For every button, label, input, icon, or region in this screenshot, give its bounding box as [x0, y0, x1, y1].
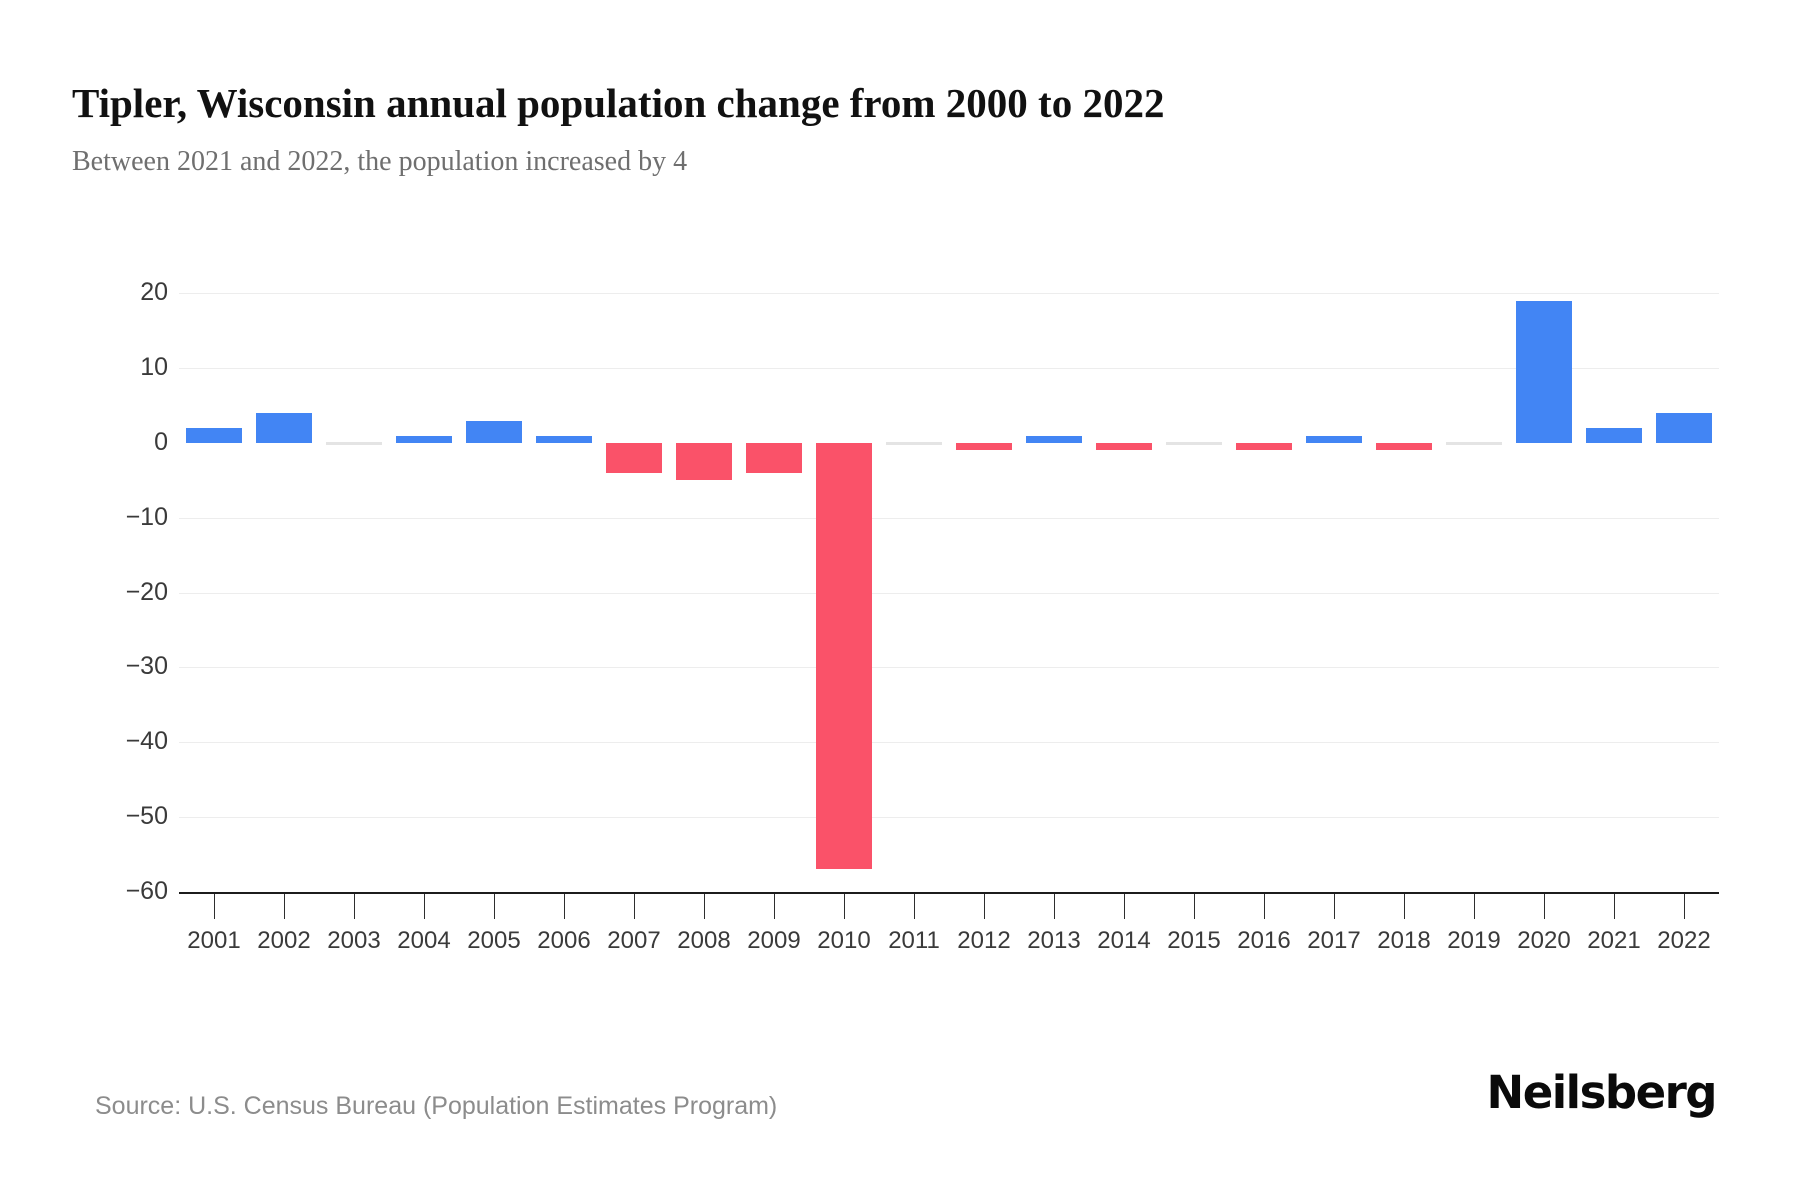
bar-2012[interactable]: [956, 443, 1012, 450]
x-tick-2019: [1474, 894, 1475, 919]
x-axis-label-2011: 2011: [888, 927, 940, 954]
x-tick-2018: [1404, 894, 1405, 919]
x-tick-2014: [1124, 894, 1125, 919]
bar-2002[interactable]: [256, 413, 312, 443]
x-axis-label-2019: 2019: [1447, 927, 1501, 954]
gridline-y-20: [179, 293, 1719, 294]
bar-2021[interactable]: [1586, 428, 1642, 443]
bar-2014[interactable]: [1096, 443, 1152, 450]
bar-2001[interactable]: [186, 428, 242, 443]
x-axis-label-2018: 2018: [1377, 927, 1431, 954]
x-axis-label-2010: 2010: [817, 927, 871, 954]
x-axis-label-2008: 2008: [677, 927, 731, 954]
x-axis-label-2022: 2022: [1657, 927, 1711, 954]
source-note: Source: U.S. Census Bureau (Population E…: [95, 1092, 778, 1120]
bar-2015[interactable]: [1166, 442, 1222, 445]
x-axis-label-2020: 2020: [1517, 927, 1571, 954]
x-tick-2012: [984, 894, 985, 919]
bar-2009[interactable]: [746, 443, 802, 473]
bar-2013[interactable]: [1026, 436, 1082, 443]
y-axis-label--60: −60: [125, 877, 168, 905]
bar-2004[interactable]: [396, 436, 452, 443]
x-axis-label-2001: 2001: [187, 927, 241, 954]
x-tick-2020: [1544, 894, 1545, 919]
gridline-y--40: [179, 742, 1719, 743]
bar-2016[interactable]: [1236, 443, 1292, 450]
bar-2022[interactable]: [1656, 413, 1712, 443]
x-tick-2021: [1614, 894, 1615, 919]
x-axis-label-2012: 2012: [957, 927, 1011, 954]
y-axis-label--40: −40: [125, 727, 168, 755]
bar-2010[interactable]: [816, 443, 872, 869]
x-tick-2002: [284, 894, 285, 919]
x-axis-label-2016: 2016: [1237, 927, 1291, 954]
gridline-y-10: [179, 368, 1719, 369]
x-tick-2007: [634, 894, 635, 919]
bar-2019[interactable]: [1446, 442, 1502, 445]
y-axis-label-20: 20: [140, 278, 168, 306]
x-tick-2004: [424, 894, 425, 919]
x-tick-2022: [1684, 894, 1685, 919]
bar-2017[interactable]: [1306, 436, 1362, 443]
x-tick-2008: [704, 894, 705, 919]
gridline-y--50: [179, 817, 1719, 818]
x-axis-label-2005: 2005: [467, 927, 521, 954]
y-axis-label-10: 10: [140, 353, 168, 381]
x-axis-label-2002: 2002: [257, 927, 311, 954]
bar-2006[interactable]: [536, 436, 592, 443]
x-axis-label-2009: 2009: [747, 927, 801, 954]
x-tick-2011: [914, 894, 915, 919]
x-tick-2015: [1194, 894, 1195, 919]
bar-2005[interactable]: [466, 421, 522, 443]
bar-2018[interactable]: [1376, 443, 1432, 450]
gridline-y--30: [179, 667, 1719, 668]
x-axis-label-2013: 2013: [1027, 927, 1081, 954]
bar-2003[interactable]: [326, 442, 382, 445]
x-tick-2010: [844, 894, 845, 919]
x-tick-2001: [214, 894, 215, 919]
x-tick-2016: [1264, 894, 1265, 919]
x-axis-label-2015: 2015: [1167, 927, 1221, 954]
x-axis-label-2021: 2021: [1587, 927, 1641, 954]
bar-2008[interactable]: [676, 443, 732, 480]
bar-2007[interactable]: [606, 443, 662, 473]
x-axis-line: [179, 892, 1719, 894]
brand-logo[interactable]: Neilsberg: [1486, 1066, 1718, 1119]
x-tick-2013: [1054, 894, 1055, 919]
chart-subtitle: Between 2021 and 2022, the population in…: [72, 146, 688, 177]
x-axis-label-2006: 2006: [537, 927, 591, 954]
y-axis-label--10: −10: [125, 503, 168, 531]
y-axis-label-0: 0: [154, 428, 168, 456]
y-axis-label--30: −30: [125, 652, 168, 680]
x-axis-label-2003: 2003: [327, 927, 381, 954]
bar-2020[interactable]: [1516, 301, 1572, 443]
y-axis-label--50: −50: [125, 802, 168, 830]
x-tick-2009: [774, 894, 775, 919]
x-axis-label-2017: 2017: [1307, 927, 1361, 954]
gridline-y--20: [179, 593, 1719, 594]
gridline-y--10: [179, 518, 1719, 519]
x-axis-label-2014: 2014: [1097, 927, 1151, 954]
x-tick-2003: [354, 894, 355, 919]
x-axis-label-2007: 2007: [607, 927, 661, 954]
chart-title: Tipler, Wisconsin annual population chan…: [72, 80, 1165, 127]
x-tick-2005: [494, 894, 495, 919]
x-tick-2006: [564, 894, 565, 919]
x-tick-2017: [1334, 894, 1335, 919]
bar-2011[interactable]: [886, 442, 942, 445]
y-axis-label--20: −20: [125, 578, 168, 606]
x-axis-label-2004: 2004: [397, 927, 451, 954]
